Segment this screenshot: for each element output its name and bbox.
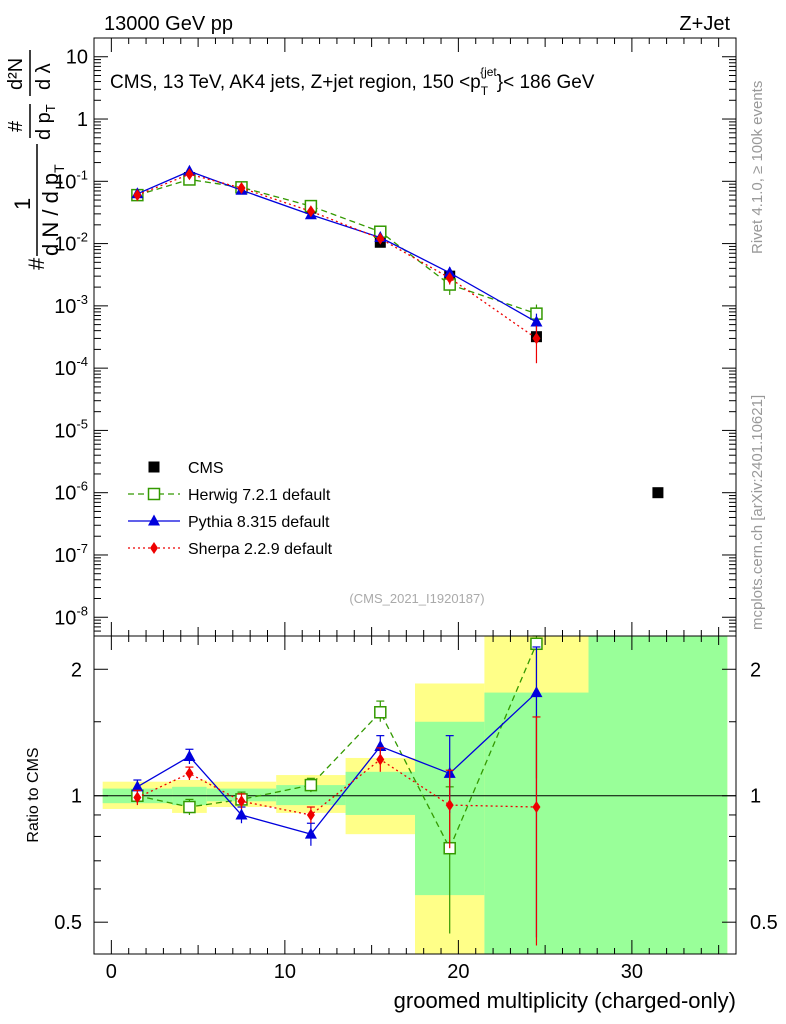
pythia-ratio-point [304, 827, 317, 839]
ratio-ytick-label-right: 2 [750, 659, 761, 681]
legend-label-cms: CMS [188, 460, 224, 477]
sherpa-point [185, 168, 194, 181]
series-cms [131, 172, 664, 499]
legend-marker-pythia [148, 514, 160, 526]
main-ytick-label: 10-8 [54, 603, 88, 629]
ratio-xtick-label: 0 [106, 961, 117, 983]
ratio-ytick-label-right: 1 [750, 786, 761, 808]
sherpa-ratio-point [376, 753, 385, 766]
legend-marker-sherpa [150, 542, 158, 554]
pythia-ratio-point [235, 808, 248, 820]
sherpa-point [237, 182, 246, 195]
sherpa-ratio-point [445, 799, 454, 812]
ratio-xtick-label: 20 [447, 961, 469, 983]
ratio-uncertainty-bands [102, 636, 728, 954]
herwig-ratio-point [183, 800, 196, 814]
pythia-line [137, 170, 537, 323]
series-pythia [131, 164, 543, 335]
main-series-layer [131, 164, 664, 499]
main-axes-ticks: 10-8 10-7 10-6 10-5 10-4 10-3 10-2 10-1 1 10 [54, 37, 736, 637]
main-ytick-label: 10-3 [54, 292, 88, 318]
legend-item-herwig: Herwig 7.2.1 default [128, 487, 331, 504]
band-inner [588, 636, 728, 954]
legend-item-sherpa: Sherpa 2.2.9 default [128, 541, 333, 558]
band-inner [276, 785, 346, 806]
band-inner [345, 771, 415, 815]
sherpa-ratio-point [306, 808, 315, 821]
ratio-panel-frame [93, 635, 737, 955]
sherpa-point [133, 189, 142, 202]
sherpa-ratio-point [532, 801, 541, 814]
pythia-ratio-point [131, 780, 144, 792]
sherpa-ratio-point [237, 795, 246, 808]
ratio-xtick-label: 30 [621, 961, 643, 983]
ylabel-denominator: d N / d pT [38, 164, 67, 256]
legend-label-sherpa: Sherpa 2.2.9 default [188, 541, 333, 558]
pythia-ratio-point [530, 686, 543, 698]
main-ytick-label: 1 [77, 109, 88, 131]
pythia-point [443, 266, 456, 278]
ylabel-one: 1 [10, 198, 35, 210]
ratio-ytick-label: 0.5 [54, 912, 82, 934]
legend-marker-herwig [147, 487, 161, 501]
mcplots-label: mcplots.cern.ch [arXiv:2401.10621] [749, 395, 766, 630]
sherpa-point [306, 205, 315, 218]
legend: CMS Herwig 7.2.1 default Pythia 8.315 defa… [128, 460, 333, 558]
ratio-series-layer [131, 635, 543, 946]
main-ylabel: # 1 d N / d pT # d pT d²N d λ [5, 50, 67, 270]
ratio-ytick-label: 1 [71, 786, 82, 808]
legend-label-herwig: Herwig 7.2.1 default [188, 487, 331, 504]
ratio-axes-ticks: 0.5 0.51 12 20 10 20 30 [54, 636, 778, 983]
main-ytick-label: 10-6 [54, 479, 88, 505]
legend-marker-cms [148, 461, 160, 473]
ratio-xtick-label: 10 [274, 961, 296, 983]
herwig-ratio-point [304, 778, 318, 792]
main-ytick-label: 10 [66, 47, 88, 69]
ratio-ytick-label: 2 [71, 659, 82, 681]
ratio-xlabel: groomed multiplicity (charged-only) [394, 988, 736, 1013]
ylabel-d2n: d²N [5, 58, 27, 90]
analysis-watermark: (CMS_2021_I1920187) [349, 591, 484, 606]
sherpa-ratio-point [185, 767, 194, 780]
ylabel-dp: d pT [33, 104, 58, 140]
series-sherpa [133, 168, 541, 364]
cms-point [652, 487, 664, 499]
sherpa-point [376, 232, 385, 245]
ratio-ytick-label-right: 0.5 [750, 912, 778, 934]
sherpa-line [137, 173, 537, 339]
header-right: Z+Jet [679, 13, 730, 35]
main-ytick-label: 10-5 [54, 416, 88, 442]
sherpa-ratio-point [133, 791, 142, 804]
main-ytick-label: 10-1 [54, 167, 88, 193]
rivet-label: Rivet 4.1.0, ≥ 100k events [749, 81, 766, 254]
main-ytick-label: 10-4 [54, 354, 88, 380]
main-ytick-label: 10-7 [54, 541, 88, 567]
header-left: 13000 GeV pp [104, 13, 233, 35]
herwig-line [137, 178, 537, 315]
herwig-ratio-point [374, 706, 387, 719]
main-title: CMS, 13 TeV, AK4 jets, Z+jet region, 150… [110, 65, 595, 98]
pythia-point [530, 315, 543, 327]
legend-label-pythia: Pythia 8.315 default [188, 514, 330, 531]
sherpa-point [445, 272, 454, 285]
ylabel-dlambda: d λ [33, 63, 55, 90]
ylabel-hash-top: # [5, 120, 27, 132]
legend-item-pythia: Pythia 8.315 default [128, 514, 330, 531]
ratio-ylabel: Ratio to CMS [25, 747, 42, 842]
sherpa-point [532, 332, 541, 345]
main-ytick-label: 10-2 [54, 230, 88, 256]
ratio-series-sherpa [133, 716, 541, 946]
legend-item-cms: CMS [148, 460, 224, 477]
pythia-ratio-point [183, 749, 196, 761]
ylabel-hash-left: # [24, 257, 49, 270]
series-herwig [131, 173, 543, 328]
